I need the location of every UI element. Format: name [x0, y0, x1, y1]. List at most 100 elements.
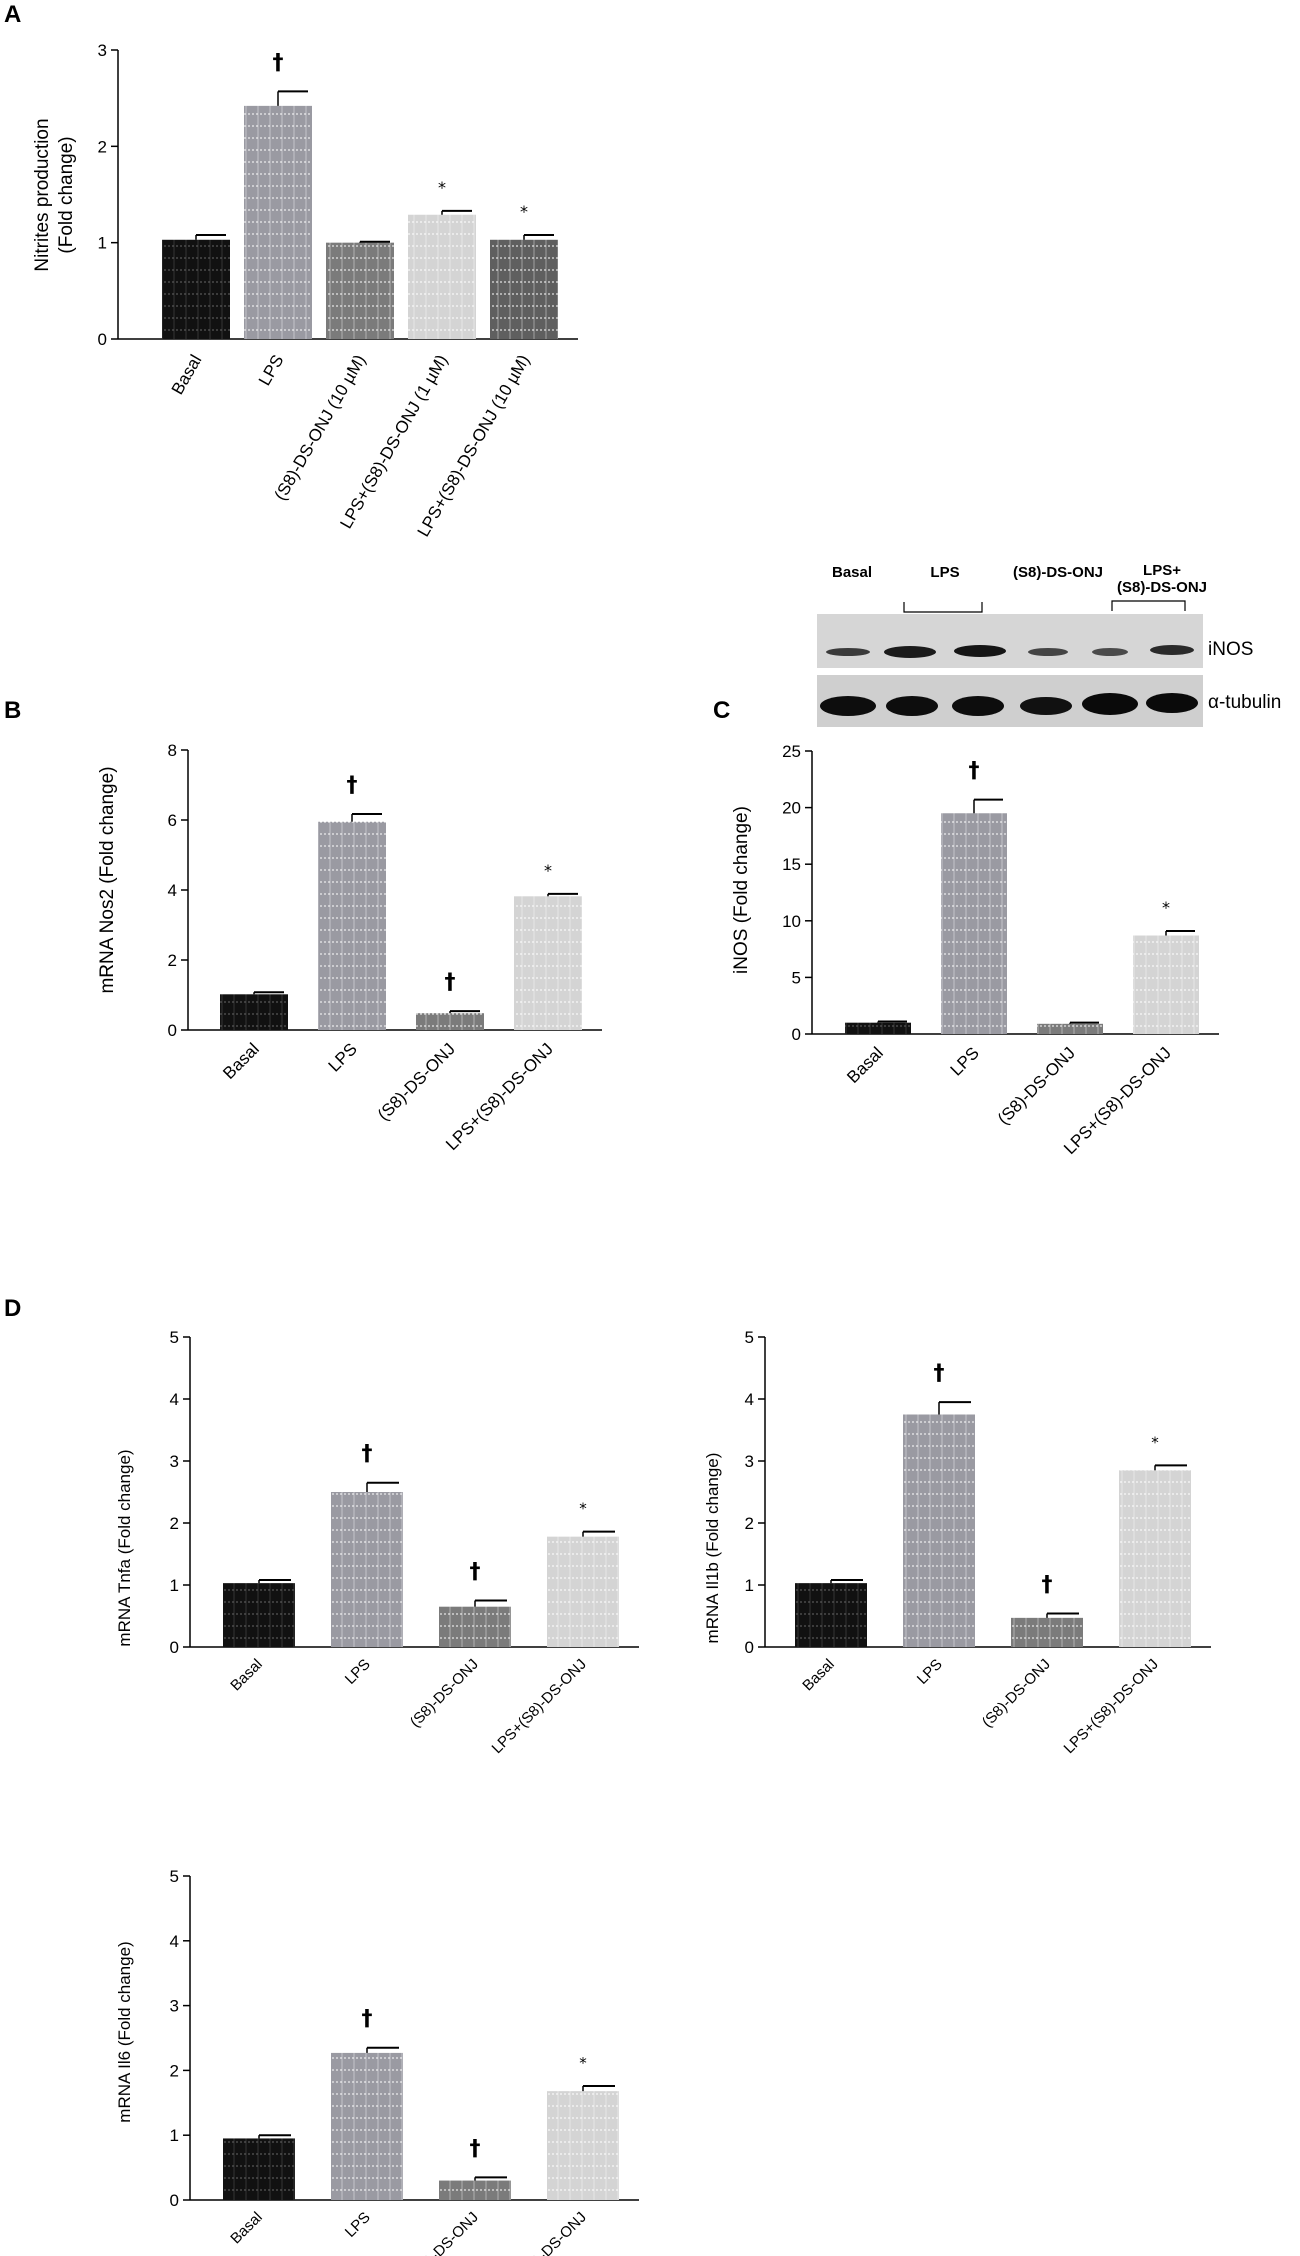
inos-band: [1092, 648, 1128, 656]
inos-band: [954, 645, 1006, 657]
y-tick-label: 1: [745, 1576, 754, 1595]
bar: [1133, 935, 1199, 1034]
y-tick-label: 4: [745, 1390, 754, 1409]
x-category-label: LPS: [342, 1656, 374, 1688]
significance-dagger: †: [969, 759, 980, 784]
bar: [326, 242, 394, 339]
blot-bracket-lps-ds-onj: [1111, 600, 1186, 611]
bar: [547, 1536, 619, 1647]
panel-d3-bar-chart: 0 1 2 3 4 5 Basal † LPS † (S8)-DS-ONJ * LPS+(S8)-DS-…: [170, 1867, 639, 2256]
significance-asterisk: *: [438, 178, 446, 197]
x-category-label: Basal: [227, 1656, 266, 1695]
panel-letter-c: C: [713, 697, 730, 724]
significance-dagger: †: [347, 773, 358, 798]
panel-letter-b: B: [4, 697, 21, 724]
significance-dagger: †: [470, 1560, 481, 1585]
tubulin-band: [886, 696, 938, 716]
blot-lane-label-lps: LPS: [930, 564, 959, 581]
y-tick-label: 2: [745, 1514, 754, 1533]
tubulin-band: [1082, 693, 1138, 715]
significance-dagger: †: [362, 2007, 373, 2032]
y-tick-label: 25: [782, 742, 801, 761]
y-tick-label: 20: [782, 799, 801, 818]
bar: [223, 2138, 295, 2200]
x-category-label: Basal: [219, 1039, 263, 1083]
x-category-label: (S8)-DS-ONJ: [979, 1656, 1054, 1731]
panel-b-ylabel: mRNA Nos2 (Fold change): [97, 766, 118, 993]
x-category-label: (S8)-DS-ONJ: [407, 2209, 482, 2256]
panel-b-bar-chart: 0 2 4 6 8 Basal † LPS † (S8)-DS-ONJ * LPS+(S8)-DS-O…: [168, 741, 602, 1154]
x-category-label: (S8)-DS-ONJ: [374, 1039, 459, 1124]
significance-dagger: †: [1042, 1573, 1053, 1598]
western-blot: Basal LPS (S8)-DS-ONJ LPS+ (S8)-DS-ONJ i…: [817, 562, 1281, 727]
x-category-label: LPS: [342, 2209, 374, 2241]
inos-band: [884, 646, 936, 658]
significance-asterisk: *: [579, 1500, 587, 1518]
inos-band: [1150, 645, 1194, 655]
bar: [547, 2091, 619, 2200]
bar: [439, 1606, 511, 1647]
panel-c-ylabel: iNOS (Fold change): [731, 806, 752, 974]
y-tick-label: 3: [745, 1452, 754, 1471]
bar: [941, 813, 1007, 1034]
tubulin-band: [1146, 693, 1198, 713]
panel-c-bar-chart: 0 5 10 15 20 25 Basal † LPS (S8)-DS-ONJ * LPS+(S8)-…: [782, 742, 1219, 1158]
x-category-label: LPS+(S8)-DS-ONJ: [442, 1039, 557, 1154]
significance-asterisk: *: [1162, 898, 1170, 917]
y-tick-label: 2: [170, 1514, 179, 1533]
y-tick-label: 2: [98, 137, 107, 156]
blot-label-tubulin: α-tubulin: [1208, 692, 1281, 713]
x-category-label: (S8)-DS-ONJ (10 µM): [271, 352, 370, 504]
bar: [244, 105, 312, 339]
panel-a-ylabel-line2: (Fold change): [56, 136, 77, 253]
bar: [514, 896, 582, 1030]
blot-bracket-lps: [903, 602, 983, 613]
x-category-label: LPS+(S8)-DS-ONJ: [489, 2209, 590, 2256]
y-tick-label: 10: [782, 912, 801, 931]
bar: [408, 214, 476, 339]
blot-lane-label-lps-plus: LPS+: [1143, 562, 1181, 579]
blot-strip-inos: [817, 614, 1203, 668]
y-tick-label: 4: [170, 1390, 179, 1409]
panel-d3-ylabel: mRNA Il6 (Fold change): [115, 1941, 134, 2122]
x-category-label: (S8)-DS-ONJ: [994, 1043, 1079, 1128]
blot-label-inos: iNOS: [1208, 639, 1253, 660]
y-tick-label: 3: [98, 41, 107, 60]
bar: [1037, 1023, 1103, 1034]
x-category-label: Basal: [799, 1656, 838, 1695]
x-category-label: Basal: [227, 2209, 266, 2248]
bar: [220, 994, 288, 1030]
y-tick-label: 1: [170, 2126, 179, 2145]
bar: [416, 1013, 484, 1030]
significance-dagger: †: [470, 2136, 481, 2161]
tubulin-band: [820, 696, 876, 716]
y-tick-label: 0: [170, 1638, 179, 1657]
y-tick-label: 4: [168, 881, 177, 900]
bar: [903, 1414, 975, 1647]
panel-d1-bar-chart: 0 1 2 3 4 5 Basal † LPS † (S8)-DS-ONJ * LPS+(S8)-DS-…: [170, 1328, 639, 1757]
y-tick-label: 0: [792, 1025, 801, 1044]
x-category-label: LPS+(S8)-DS-ONJ: [1060, 1043, 1175, 1158]
x-category-label: LPS: [914, 1656, 946, 1688]
bar: [1011, 1617, 1083, 1647]
bar: [439, 2180, 511, 2200]
x-category-label: Basal: [843, 1043, 887, 1087]
significance-dagger: †: [273, 50, 284, 75]
y-tick-label: 5: [792, 968, 801, 987]
bar: [795, 1583, 867, 1647]
y-tick-label: 1: [98, 234, 107, 253]
y-tick-label: 5: [170, 1328, 179, 1347]
panel-d2-bar-chart: 0 1 2 3 4 5 Basal † LPS † (S8)-DS-ONJ * LPS+(S8)-DS-…: [745, 1328, 1211, 1757]
x-category-label: Basal: [168, 352, 206, 398]
blot-lane-label-lps-plus-ds-onj: (S8)-DS-ONJ: [1117, 579, 1207, 596]
blot-lane-label-basal: Basal: [832, 564, 872, 581]
bar: [1119, 1470, 1191, 1647]
inos-band: [826, 648, 870, 656]
bar: [845, 1022, 911, 1034]
x-category-label: LPS: [325, 1039, 361, 1075]
bar: [331, 2052, 403, 2200]
y-tick-label: 2: [170, 2061, 179, 2080]
x-category-label: (S8)-DS-ONJ: [407, 1656, 482, 1731]
